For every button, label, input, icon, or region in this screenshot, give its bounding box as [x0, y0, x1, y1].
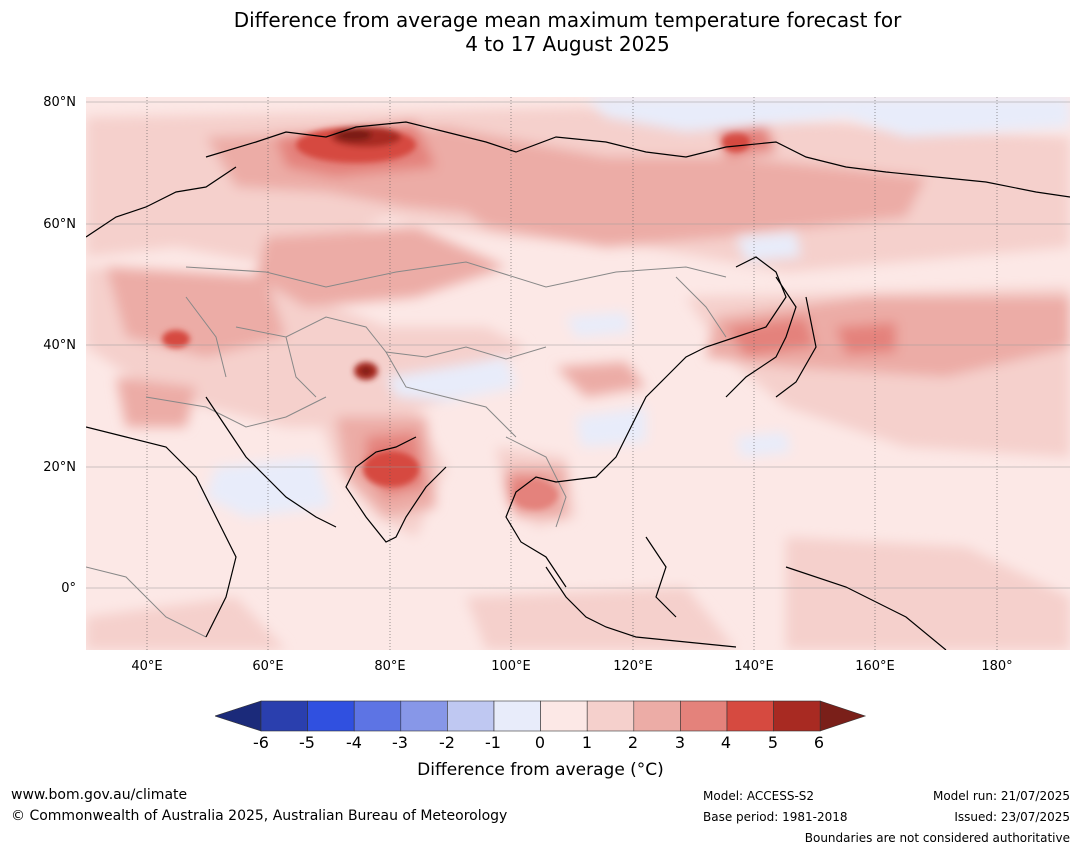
- colorbar-extend-high: [819, 700, 867, 732]
- lon-label-120e: 120°E: [613, 659, 653, 674]
- footer-model-run: Model run: 21/07/2025: [932, 789, 1070, 803]
- footer-base-period: Base period: 1981-2018: [703, 810, 848, 824]
- lat-label-20n: 20°N: [43, 460, 76, 475]
- forecast-map: [86, 97, 1070, 650]
- country-boundaries: [86, 261, 727, 638]
- colorbar-tick-5: 5: [767, 733, 779, 752]
- footer-model: Model: ACCESS-S2: [703, 789, 815, 803]
- colorbar-cell: [493, 700, 541, 732]
- colorbar-tick-minus3: -3: [392, 733, 408, 752]
- colorbar-cell: [307, 700, 355, 732]
- colorbar-cell: [726, 700, 774, 732]
- colorbar-label: Difference from average (°C): [0, 760, 1081, 780]
- colorbar-tick-2: 2: [627, 733, 639, 752]
- colorbar: [215, 700, 867, 732]
- lon-label-100e: 100°E: [491, 659, 531, 674]
- map-graticule: [146, 97, 998, 650]
- anomaly-hotspots: [162, 127, 750, 509]
- colorbar-tick-1: 1: [581, 733, 593, 752]
- footer-disclaimer: Boundaries are not considered authoritat…: [804, 831, 1070, 845]
- colorbar-tick-minus2: -2: [439, 733, 455, 752]
- colorbar-cell: [447, 700, 495, 732]
- colorbar-tick-minus5: -5: [299, 733, 315, 752]
- colorbar-cell: [680, 700, 728, 732]
- colorbar-tick-4: 4: [720, 733, 732, 752]
- map-canvas: [86, 97, 1070, 650]
- colorbar-tick-minus4: -4: [346, 733, 362, 752]
- lon-label-180: 180°: [981, 659, 1013, 674]
- lon-label-140e: 140°E: [734, 659, 774, 674]
- title-line-1: Difference from average mean maximum tem…: [233, 8, 902, 32]
- colorbar-cell: [773, 700, 821, 732]
- title-line-2: 4 to 17 August 2025: [465, 32, 670, 56]
- lon-label-60e: 60°E: [252, 659, 284, 674]
- colorbar-cell: [633, 700, 681, 732]
- colorbar-cell: [540, 700, 588, 732]
- footer-url: www.bom.gov.au/climate: [11, 787, 188, 803]
- footer-copyright: © Commonwealth of Australia 2025, Austra…: [11, 808, 508, 824]
- map-lat-lines: [86, 101, 1070, 589]
- colorbar-label-text: Difference from average (°C): [417, 760, 664, 780]
- lon-label-40e: 40°E: [131, 659, 163, 674]
- colorbar-cells: [215, 700, 867, 732]
- colorbar-tick-minus1: -1: [485, 733, 501, 752]
- lon-label-160e: 160°E: [855, 659, 895, 674]
- colorbar-tick-3: 3: [674, 733, 686, 752]
- lat-label-60n: 60°N: [43, 217, 76, 232]
- colorbar-tick-minus6: -6: [253, 733, 269, 752]
- lat-label-80n: 80°N: [43, 95, 76, 110]
- colorbar-extend-low: [215, 700, 262, 732]
- negative-anomaly-patches: [206, 97, 1070, 517]
- colorbar-cell: [260, 700, 308, 732]
- colorbar-tick-0: 0: [534, 733, 546, 752]
- colorbar-cell: [586, 700, 635, 732]
- anomaly-shading: [86, 107, 1070, 650]
- lat-label-40n: 40°N: [43, 338, 76, 353]
- colorbar-cell: [400, 700, 448, 732]
- colorbar-cell: [353, 700, 402, 732]
- lon-label-80e: 80°E: [374, 659, 406, 674]
- footer-issued: Issued: 23/07/2025: [954, 810, 1070, 824]
- lat-label-0: 0°: [61, 581, 76, 596]
- colorbar-tick-6: 6: [813, 733, 825, 752]
- chart-title: Difference from average mean maximum tem…: [0, 8, 1081, 56]
- coastlines: [86, 121, 1070, 650]
